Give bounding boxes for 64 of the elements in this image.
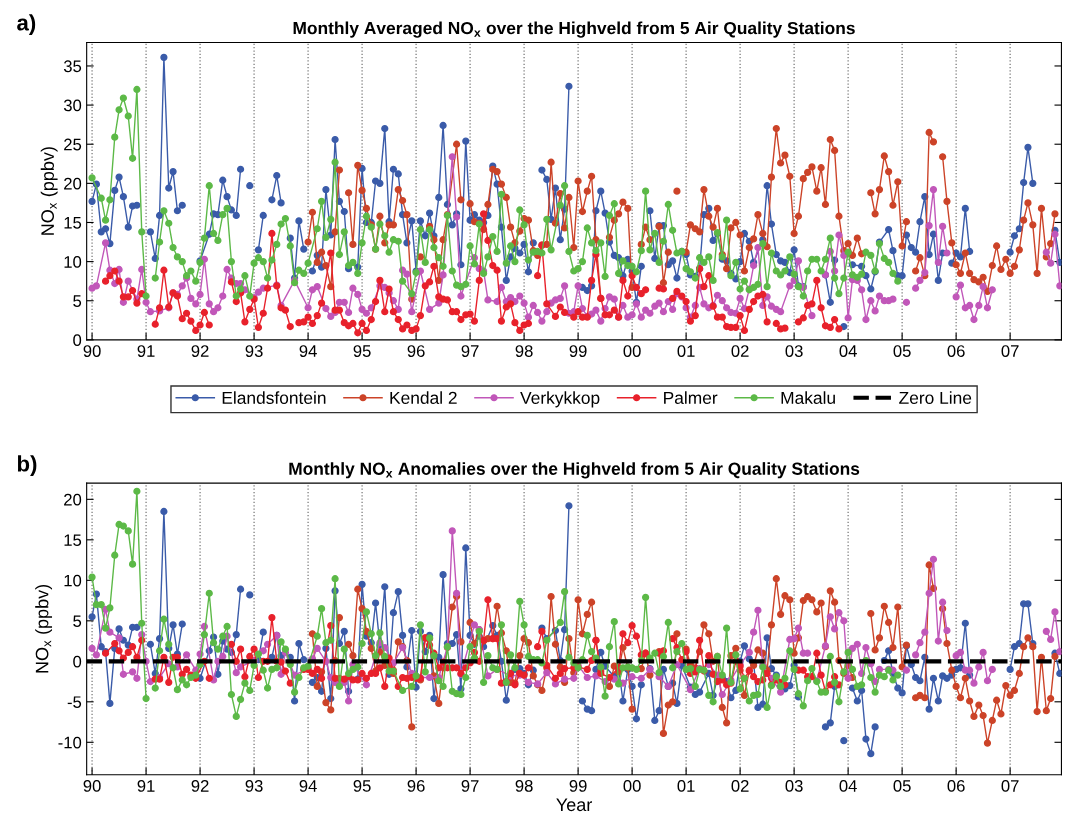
x-tick-label: 97 bbox=[461, 345, 479, 357]
x-axis-title: Year bbox=[556, 798, 592, 812]
x-tick-label: 92 bbox=[191, 345, 209, 357]
x-tick-label: 99 bbox=[569, 345, 587, 357]
y-tick-label: 5 bbox=[73, 615, 82, 628]
legend-label: Makalu bbox=[781, 391, 835, 404]
x-tick-label: 02 bbox=[731, 345, 749, 357]
x-tick-label: 07 bbox=[1001, 345, 1019, 357]
y-tick-label: -10 bbox=[58, 736, 82, 749]
y-tick-label: 30 bbox=[63, 99, 82, 112]
legend-label: Palmer bbox=[664, 391, 718, 404]
x-tick-label: 93 bbox=[245, 779, 263, 792]
x-tick-label: 95 bbox=[353, 779, 371, 792]
x-tick-label: 06 bbox=[947, 345, 965, 357]
legend-label: Elandsfontein bbox=[222, 391, 326, 404]
x-tick-label: 90 bbox=[83, 345, 101, 357]
x-tick-label: 92 bbox=[191, 779, 209, 792]
x-tick-label: 93 bbox=[245, 345, 263, 357]
x-tick-label: 04 bbox=[839, 779, 857, 792]
y-tick-label: 0 bbox=[73, 655, 82, 668]
y-tick-label: 35 bbox=[63, 60, 82, 73]
x-tick-label: 91 bbox=[137, 345, 155, 357]
y-tick-label: 15 bbox=[64, 534, 82, 547]
y-tick-label: -5 bbox=[67, 696, 82, 709]
x-tick-label: 03 bbox=[785, 779, 803, 792]
y-tick-label: 10 bbox=[64, 256, 82, 268]
x-tick-label: 94 bbox=[299, 345, 317, 357]
text: a) bbox=[17, 14, 36, 35]
y-tick-label: 20 bbox=[64, 177, 82, 190]
x-tick-label: 91 bbox=[137, 779, 155, 792]
x-tick-label: 97 bbox=[461, 779, 479, 792]
x-tick-label: 00 bbox=[623, 345, 641, 357]
x-tick-label: 96 bbox=[407, 345, 425, 357]
x-tick-label: 05 bbox=[893, 345, 911, 357]
text: b) bbox=[17, 455, 37, 476]
y-tick-label: 25 bbox=[64, 138, 82, 151]
y-tick-label: 15 bbox=[64, 217, 82, 229]
chart-title: Monthly NO$_{x}$ Anomalies over the Highveld from 5 Air Quality Stations bbox=[289, 462, 860, 479]
x-tick-label: 04 bbox=[839, 345, 857, 357]
legend-label: Kendal 2 bbox=[390, 391, 457, 404]
x-tick-label: 06 bbox=[947, 779, 965, 792]
y-tick-label: 0 bbox=[73, 334, 82, 347]
legend-label: Verkykkop bbox=[520, 391, 600, 408]
y-tick-label: 10 bbox=[64, 574, 82, 587]
x-tick-label: 94 bbox=[299, 779, 317, 792]
x-tick-label: 95 bbox=[353, 345, 371, 357]
y-axis-title: NO$_{x}$ (ppbv) bbox=[40, 147, 58, 235]
x-tick-label: 01 bbox=[677, 779, 695, 792]
x-tick-label: 00 bbox=[623, 779, 641, 792]
x-tick-label: 96 bbox=[407, 779, 425, 792]
y-axis-title: NO$_{x}$ (ppbv) bbox=[35, 584, 53, 673]
x-tick-label: 98 bbox=[515, 345, 533, 357]
x-tick-label: 05 bbox=[893, 779, 911, 792]
x-tick-label: 01 bbox=[677, 345, 695, 357]
x-tick-label: 90 bbox=[83, 779, 101, 792]
chart-title: Monthly Averaged NO$_{x}$ over the Highveld from 5 Air Quality Stations bbox=[293, 21, 855, 38]
x-tick-label: 03 bbox=[785, 345, 803, 357]
x-tick-label: 02 bbox=[731, 779, 749, 792]
y-tick-label: 20 bbox=[64, 493, 82, 506]
legend-label: Zero Line bbox=[899, 391, 972, 404]
x-tick-label: 98 bbox=[515, 779, 533, 792]
y-tick-label: 5 bbox=[73, 295, 82, 307]
x-tick-label: 07 bbox=[1001, 779, 1019, 792]
x-tick-label: 99 bbox=[569, 779, 587, 792]
